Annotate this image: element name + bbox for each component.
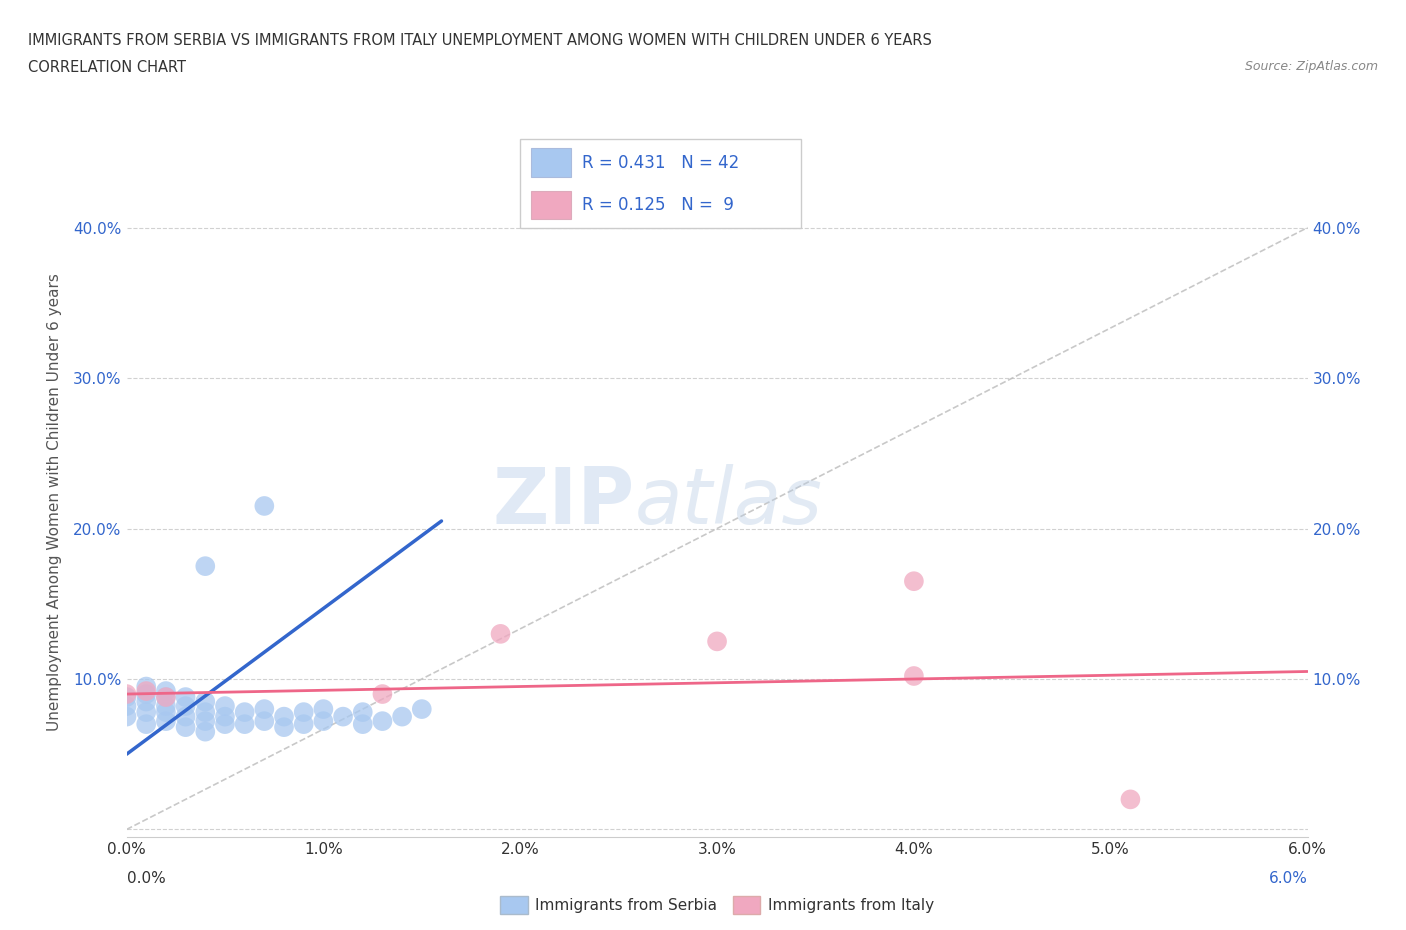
Point xyxy=(352,717,374,732)
Point xyxy=(155,713,177,728)
Point xyxy=(115,698,138,713)
Text: Source: ZipAtlas.com: Source: ZipAtlas.com xyxy=(1244,60,1378,73)
Point xyxy=(214,698,236,713)
Point xyxy=(312,713,335,728)
Text: IMMIGRANTS FROM SERBIA VS IMMIGRANTS FROM ITALY UNEMPLOYMENT AMONG WOMEN WITH CH: IMMIGRANTS FROM SERBIA VS IMMIGRANTS FRO… xyxy=(28,33,932,47)
Point xyxy=(155,690,177,705)
Point xyxy=(155,705,177,720)
Point xyxy=(194,713,217,728)
Point xyxy=(233,705,256,720)
Text: ZIP: ZIP xyxy=(492,464,634,540)
Point xyxy=(292,705,315,720)
Point xyxy=(312,701,335,716)
Text: R = 0.431   N = 42: R = 0.431 N = 42 xyxy=(582,154,740,172)
Point xyxy=(115,690,138,705)
Text: 0.0%: 0.0% xyxy=(127,871,166,886)
Point xyxy=(135,686,157,701)
Point xyxy=(903,669,925,684)
Point xyxy=(174,698,197,713)
Point xyxy=(391,710,413,724)
Text: R = 0.125   N =  9: R = 0.125 N = 9 xyxy=(582,196,734,214)
Point xyxy=(273,720,295,735)
Point xyxy=(489,627,512,642)
Y-axis label: Unemployment Among Women with Children Under 6 years: Unemployment Among Women with Children U… xyxy=(46,273,62,731)
Point xyxy=(371,713,394,728)
Point xyxy=(135,684,157,698)
FancyBboxPatch shape xyxy=(520,140,801,228)
Point xyxy=(194,724,217,739)
Legend: Immigrants from Serbia, Immigrants from Italy: Immigrants from Serbia, Immigrants from … xyxy=(494,890,941,920)
Point xyxy=(214,717,236,732)
Text: CORRELATION CHART: CORRELATION CHART xyxy=(28,60,186,75)
Point xyxy=(352,705,374,720)
Point xyxy=(706,634,728,649)
Point xyxy=(155,690,177,705)
Text: atlas: atlas xyxy=(634,464,823,540)
Point xyxy=(233,717,256,732)
Point xyxy=(1119,792,1142,807)
Point xyxy=(292,717,315,732)
Point xyxy=(174,720,197,735)
Bar xyxy=(531,191,571,219)
Point xyxy=(135,679,157,694)
Point xyxy=(174,690,197,705)
Point xyxy=(903,574,925,589)
Point xyxy=(194,694,217,709)
Point xyxy=(135,717,157,732)
Point xyxy=(194,705,217,720)
Point xyxy=(332,710,354,724)
Text: 6.0%: 6.0% xyxy=(1268,871,1308,886)
Point xyxy=(194,559,217,574)
Point xyxy=(174,710,197,724)
Point xyxy=(135,705,157,720)
Point xyxy=(253,498,276,513)
Point xyxy=(411,701,433,716)
Point xyxy=(135,694,157,709)
Point xyxy=(155,698,177,713)
Point xyxy=(253,713,276,728)
Point xyxy=(115,686,138,701)
Point xyxy=(214,710,236,724)
Point xyxy=(155,684,177,698)
Point xyxy=(253,701,276,716)
Point xyxy=(371,686,394,701)
Bar xyxy=(531,148,571,177)
Point xyxy=(115,710,138,724)
Point xyxy=(273,710,295,724)
